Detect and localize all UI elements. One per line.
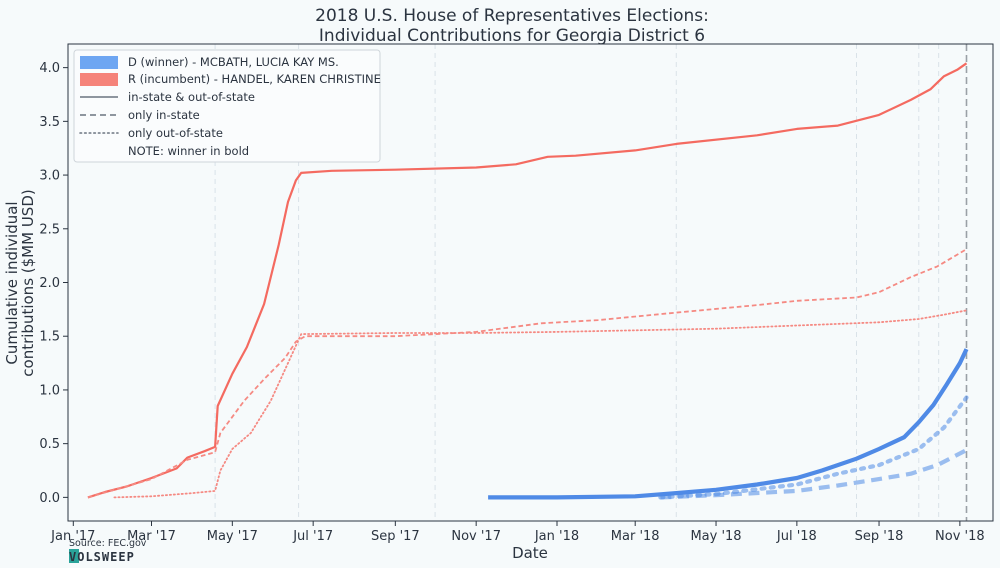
series-R-out-of-state xyxy=(113,309,968,499)
x-axis-label: Date xyxy=(512,544,548,562)
chart-title-line-1: 2018 U.S. House of Representatives Elect… xyxy=(315,6,709,26)
source-label: Source: FEC.gov xyxy=(69,538,147,549)
x-tick-label-2: May '17 xyxy=(207,529,258,544)
logo-text: VOLSWEEP xyxy=(69,550,135,564)
x-tick-label-11: Nov '18 xyxy=(935,529,985,544)
y-axis-label-line-2: contributions ($MM USD) xyxy=(19,189,37,376)
y-tick-label-1: 0.5 xyxy=(39,437,60,452)
legend-swatch-democrat xyxy=(80,56,118,69)
x-tick-label-3: Jul '17 xyxy=(292,529,333,544)
y-tick-label-0: 0.0 xyxy=(39,491,60,506)
x-tick-label-6: Jan '18 xyxy=(534,529,579,544)
y-tick-label-5: 2.5 xyxy=(39,222,60,237)
y-tick-label-4: 2.0 xyxy=(39,276,60,291)
x-tick-label-0: Jan '17 xyxy=(50,529,95,544)
legend: D (winner) - MCBATH, LUCIA KAY MS. R (in… xyxy=(73,49,381,163)
y-tick-label-8: 4.0 xyxy=(39,61,60,76)
x-tick-label-8: May '18 xyxy=(690,529,741,544)
chart-title-line-2: Individual Contributions for Georgia Dis… xyxy=(319,26,705,46)
legend-label-out-of-state: only out-of-state xyxy=(128,126,223,140)
y-tick-label-6: 3.0 xyxy=(39,169,60,184)
legend-label-all: in-state & out-of-state xyxy=(128,90,255,104)
legend-label-republican: R (incumbent) - HANDEL, KAREN CHRISTINE xyxy=(128,72,381,86)
series-R-in-state xyxy=(87,248,967,499)
vertical-guides xyxy=(214,44,968,521)
x-tick-label-7: Mar '18 xyxy=(611,529,660,544)
series-D-all xyxy=(488,348,969,500)
x-tick-label-9: Jul '18 xyxy=(776,529,817,544)
series-lines xyxy=(87,62,969,500)
x-tick-label-1: Mar '17 xyxy=(127,529,176,544)
y-tick-label-2: 1.0 xyxy=(39,383,60,398)
series-D-out-of-state xyxy=(658,395,969,500)
legend-swatch-republican xyxy=(80,73,118,86)
y-tick-label-7: 3.5 xyxy=(39,115,60,130)
series-R-all xyxy=(87,62,968,499)
x-tick-label-5: Nov '17 xyxy=(451,529,501,544)
y-axis-label-line-1: Cumulative individual xyxy=(3,201,21,364)
y-tick-label-3: 1.5 xyxy=(39,330,60,345)
y-axis-ticks: 0.0 0.5 1.0 1.5 2.0 2.5 3.0 3.5 4.0 xyxy=(39,61,68,506)
legend-label-democrat: D (winner) - MCBATH, LUCIA KAY MS. xyxy=(128,55,339,69)
x-axis-ticks: Jan '17 Mar '17 May '17 Jul '17 Sep '17 Nov '… xyxy=(50,521,985,544)
series-D-in-state xyxy=(660,448,968,500)
legend-note: NOTE: winner in bold xyxy=(128,144,249,158)
volsweep-logo: VOLSWEEP xyxy=(69,549,135,564)
x-tick-label-4: Sep '17 xyxy=(371,529,420,544)
x-tick-label-10: Sep '18 xyxy=(855,529,904,544)
legend-box xyxy=(73,49,381,163)
legend-label-in-state: only in-state xyxy=(128,108,200,122)
